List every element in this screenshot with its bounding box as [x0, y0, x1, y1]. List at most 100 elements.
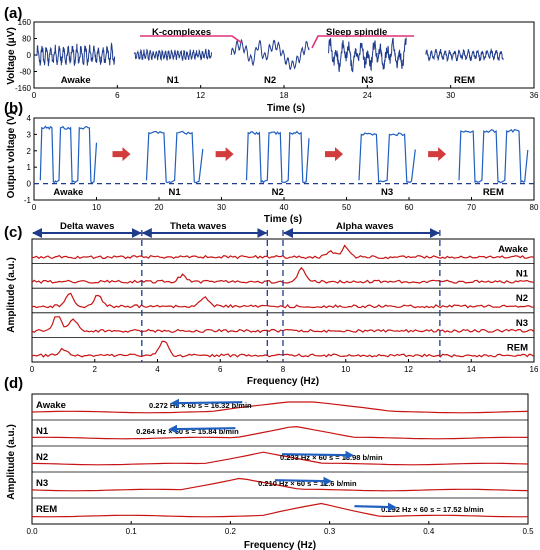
- b-signal-n2: [245, 130, 310, 184]
- b-x-tick-label: 50: [342, 203, 351, 212]
- a-y-tick-label: -160: [15, 84, 32, 93]
- b-stage-label-n3: N3: [381, 187, 393, 198]
- b-signal-n3: [358, 132, 416, 184]
- a-y-tick-label: 80: [22, 35, 31, 44]
- a-stage-label-awake: Awake: [61, 75, 91, 86]
- sleep-spindle-indicator: [311, 35, 414, 49]
- d-x-tick-label: 0.2: [225, 527, 237, 536]
- b-y-tick-label: -1: [24, 196, 32, 205]
- b-plot-frame: [33, 117, 535, 201]
- a-xlabel: Time (s): [267, 103, 305, 114]
- d-spectrum-n3: [31, 477, 529, 492]
- d-x-tick-label: 0.1: [126, 527, 138, 536]
- d-spectrum-rem: [31, 502, 529, 518]
- c-spectrum-n2: [31, 292, 535, 309]
- d-breath-rate-annotation-n3: 0.210 Hz × 60 s = 12.6 b/min: [258, 479, 357, 488]
- b-y-tick-label: 3: [27, 130, 32, 139]
- a-signal-awake: [36, 41, 116, 67]
- d-breath-rate-annotation-n1: 0.264 Hz × 60 s = 15.84 b/min: [136, 427, 239, 436]
- c-x-tick-label: 10: [341, 365, 350, 374]
- a-stage-label-rem: REM: [454, 75, 475, 86]
- a-x-tick-label: 36: [530, 91, 539, 100]
- c-series-label-n1: N1: [516, 269, 529, 280]
- band-label-theta: Theta waves: [170, 221, 227, 232]
- d-spectrum-awake: [31, 401, 529, 414]
- b-x-tick-label: 0: [32, 203, 37, 212]
- d-peak-arrow-n1: [168, 424, 236, 434]
- panel-label-d: (d): [4, 375, 23, 392]
- d-breath-rate-annotation-rem: 0.292 Hz × 60 s = 17.52 b/min: [381, 505, 484, 514]
- d-series-label-n1: N1: [36, 426, 49, 437]
- d-peak-arrow-awake: [170, 398, 243, 408]
- b-y-tick-label: 4: [27, 114, 32, 123]
- a-x-tick-label: 18: [280, 91, 289, 100]
- a-signal-n2: [230, 38, 310, 71]
- d-series-label-n3: N3: [36, 478, 48, 489]
- b-x-tick-label: 60: [405, 203, 414, 212]
- panel-label-c: (c): [4, 224, 22, 241]
- c-series-label-n3: N3: [516, 318, 528, 329]
- d-ylabel: Amplitude (a.u.): [6, 424, 17, 500]
- d-series-label-n2: N2: [36, 452, 48, 463]
- d-spectrum-n1: [31, 425, 529, 440]
- b-x-tick-label: 70: [467, 203, 476, 212]
- b-stage-label-n1: N1: [169, 187, 182, 198]
- b-stage-label-awake: Awake: [53, 187, 83, 198]
- k-complexes-indicator: [140, 35, 243, 44]
- c-series-label-awake: Awake: [498, 244, 528, 255]
- a-signal-n3: [327, 37, 407, 73]
- a-stage-label-n1: N1: [167, 75, 180, 86]
- a-stage-label-n3: N3: [361, 75, 373, 86]
- panel-label-b: (b): [4, 100, 23, 117]
- d-x-tick-label: 0.3: [324, 527, 336, 536]
- a-y-tick-label: -80: [19, 68, 31, 77]
- d-peak-arrow-n3: [275, 476, 333, 486]
- d-series-label-rem: REM: [36, 504, 57, 515]
- c-xlabel: Frequency (Hz): [247, 376, 319, 387]
- b-transition-arrow: [428, 147, 447, 162]
- c-series-label-rem: REM: [507, 342, 528, 353]
- b-x-tick-label: 40: [280, 203, 289, 212]
- c-x-tick-label: 6: [218, 365, 223, 374]
- band-label-alpha: Alpha waves: [336, 221, 394, 232]
- d-peak-arrow-n2: [281, 450, 355, 460]
- b-xlabel: Time (s): [264, 214, 302, 225]
- band-label-delta: Delta waves: [60, 221, 114, 232]
- b-y-tick-label: 2: [27, 147, 32, 156]
- b-stage-label-rem: REM: [483, 187, 504, 198]
- b-transition-arrow: [325, 147, 343, 162]
- a-y-tick-label: 160: [18, 18, 32, 27]
- c-x-tick-label: 8: [281, 365, 286, 374]
- d-x-tick-label: 0.4: [423, 527, 435, 536]
- b-stage-label-n2: N2: [272, 187, 284, 198]
- b-transition-arrow: [112, 147, 131, 162]
- c-ylabel: Amplitude (a.u.): [6, 257, 17, 333]
- b-x-tick-label: 20: [155, 203, 164, 212]
- a-signal-rem: [425, 47, 504, 63]
- d-x-tick-label: 0.0: [26, 527, 38, 536]
- d-peak-arrow-rem: [354, 502, 397, 512]
- b-signal-n1: [145, 130, 204, 184]
- d-spectrum-n2: [31, 451, 529, 466]
- annotation-k-complexes: K-complexes: [152, 27, 211, 38]
- d-breath-rate-annotation-n2: 0.233 Hz × 60 s = 13.98 b/min: [280, 453, 383, 462]
- d-breath-rate-annotation-awake: 0.272 Hz × 60 s = 16.32 b/min: [149, 401, 252, 410]
- c-x-tick-label: 16: [530, 365, 539, 374]
- d-series-label-awake: Awake: [36, 400, 66, 411]
- c-x-tick-label: 14: [467, 365, 476, 374]
- d-plot-frame: [31, 393, 529, 525]
- b-y-tick-label: 0: [27, 180, 32, 189]
- c-x-tick-label: 0: [30, 365, 35, 374]
- a-x-tick-label: 24: [363, 91, 372, 100]
- d-x-tick-label: 0.5: [522, 527, 534, 536]
- a-x-tick-label: 6: [115, 91, 120, 100]
- b-x-tick-label: 10: [92, 203, 101, 212]
- a-stage-label-n2: N2: [264, 75, 276, 86]
- a-x-tick-label: 12: [196, 91, 205, 100]
- b-signal-rem: [458, 129, 529, 184]
- a-x-tick-label: 0: [32, 91, 37, 100]
- b-x-tick-label: 80: [530, 203, 539, 212]
- panel-label-a: (a): [4, 5, 22, 22]
- a-signal-n1: [133, 48, 213, 62]
